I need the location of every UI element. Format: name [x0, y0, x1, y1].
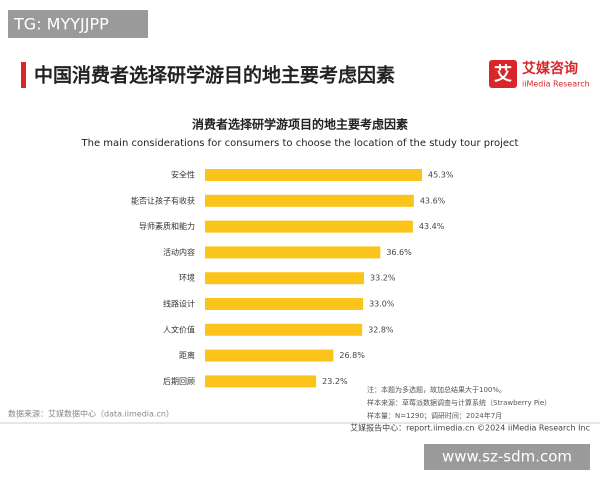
bar — [205, 298, 364, 310]
category-label: 活动内容 — [163, 247, 195, 257]
bar — [205, 220, 413, 233]
category-label: 人文价值 — [163, 324, 195, 334]
chart-title: 消费者选择研学游项目的地主要考虑因素 — [192, 117, 408, 132]
category-label: 安全性 — [171, 170, 195, 180]
watermark-box — [8, 10, 148, 38]
logo-sub: iiMedia Research — [522, 80, 590, 89]
value-label: 43.4% — [419, 222, 445, 231]
value-label: 36.6% — [386, 248, 412, 257]
footer: 艾媒报告中心：report.iimedia.cn ©2024 iiMedia R… — [350, 423, 590, 433]
bar — [205, 375, 317, 388]
note: 样本来源：草莓派数据调查与计算系统（Strawberry Pie） — [367, 398, 551, 407]
category-label: 后期回顾 — [163, 376, 195, 386]
category-label: 导师素质和能力 — [139, 221, 195, 231]
value-label: 32.8% — [368, 325, 394, 334]
category-label: 环境 — [179, 273, 195, 283]
category-label: 线路设计 — [163, 299, 195, 309]
logo-icon — [489, 60, 517, 88]
value-label: 33.2% — [370, 274, 396, 283]
note: 注：本题为多选题，故加总结果大于100%。 — [367, 385, 506, 394]
bars: 安全性 45.3% 能否让孩子有收获 43.6% 导师素质和能力 43.4% 活动内容 36.… — [131, 169, 454, 388]
bar — [205, 169, 422, 181]
value-label: 43.6% — [420, 196, 446, 205]
bar — [205, 349, 334, 362]
bar — [205, 272, 365, 285]
bar — [205, 323, 363, 336]
logo-name: 艾媒咨询 — [522, 60, 578, 77]
category-label: 能否让孩子有收获 — [131, 195, 195, 205]
category-label: 距离 — [179, 350, 195, 360]
site: www.sz-sdm.com — [442, 448, 572, 466]
logo-mark: 艾 — [494, 63, 512, 85]
bar — [205, 194, 414, 207]
chart-subtitle: The main considerations for consumers to… — [81, 138, 519, 149]
value-label: 26.8% — [339, 351, 365, 360]
bar — [205, 246, 381, 259]
title-accent — [21, 62, 26, 88]
site-box — [424, 444, 590, 470]
value-label: 23.2% — [322, 377, 348, 386]
value-label: 45.3% — [428, 171, 454, 180]
value-label: 33.0% — [369, 300, 395, 309]
source: 数据来源：艾媒数据中心（data.iimedia.cn） — [8, 409, 174, 419]
watermark: TG: MYYJJPP — [13, 15, 109, 34]
note: 样本量：N=1290；调研时间：2024年7月 — [367, 411, 502, 420]
page-title: 中国消费者选择研学游目的地主要考虑因素 — [34, 64, 395, 87]
